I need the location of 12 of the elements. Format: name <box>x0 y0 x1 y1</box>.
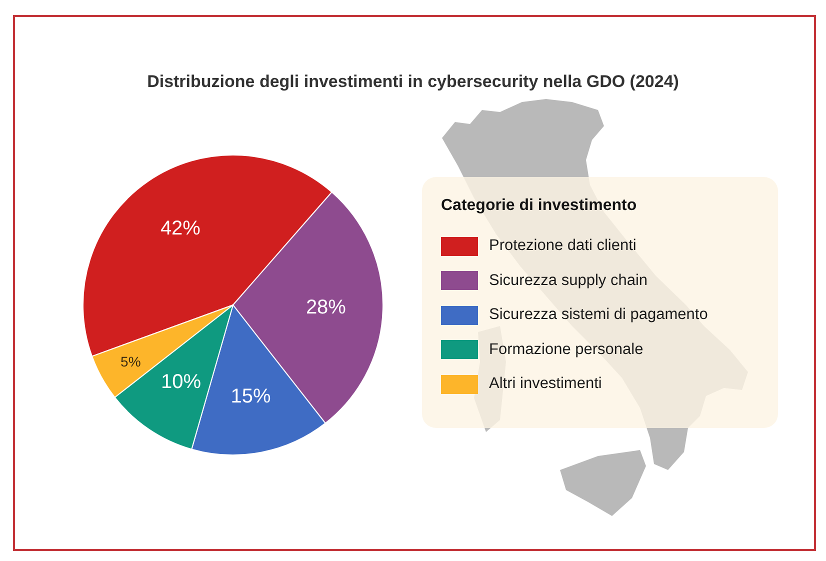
legend-label: Formazione personale <box>489 340 644 359</box>
chart-title: Distribuzione degli investimenti in cybersecurity nella GDO (2024) <box>146 72 680 92</box>
data-label: 5% <box>120 354 141 370</box>
legend-label: Sicurezza supply chain <box>489 272 648 290</box>
data-label: 28% <box>306 296 346 319</box>
data-label: 15% <box>230 385 271 408</box>
legend-label: Sicurezza sistemi di pagamento <box>489 306 708 324</box>
legend-title: Categorie di investimento <box>441 197 638 215</box>
legend-label: Altri investimenti <box>489 375 602 394</box>
data-label: 10% <box>160 371 202 394</box>
legend-label: Protezione dati clienti <box>489 237 636 256</box>
data-label: 42% <box>160 217 201 240</box>
